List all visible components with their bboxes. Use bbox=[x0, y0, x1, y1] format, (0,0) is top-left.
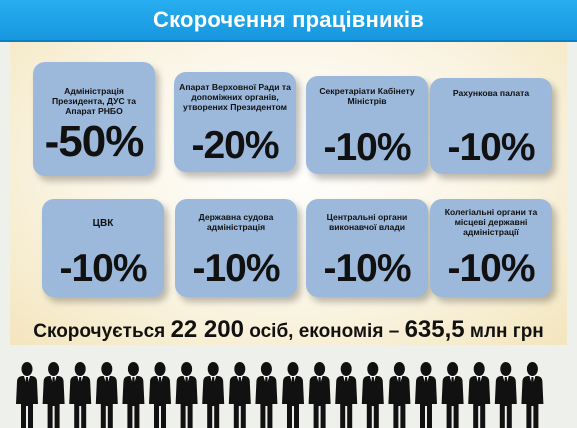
person-in-suit-icon bbox=[69, 362, 92, 428]
card-label: ЦВК bbox=[92, 218, 114, 229]
card-verkhovna-rada-apparatus: Апарат Верховної Ради та допоміжних орга… bbox=[174, 72, 296, 172]
person-in-suit-icon bbox=[42, 362, 65, 428]
card-judicial-administration: Державна судова адміністрація -10% bbox=[175, 199, 297, 297]
header-bar: Скорочення працівників bbox=[0, 0, 577, 42]
person-in-suit-icon bbox=[521, 362, 544, 428]
card-presidential-administration: Адміністрація Президента, ДУС та Апарат … bbox=[33, 62, 155, 176]
person-in-suit-icon bbox=[16, 362, 38, 428]
card-value: -10% bbox=[447, 126, 535, 169]
summary-people-count: 22 200 bbox=[170, 316, 244, 343]
person-in-suit-icon bbox=[415, 362, 437, 428]
card-label: Рахункова палата bbox=[452, 88, 530, 98]
person-in-suit-icon bbox=[175, 362, 198, 428]
card-value: -50% bbox=[44, 117, 145, 166]
person-in-suit-icon bbox=[149, 362, 171, 428]
person-in-suit-icon bbox=[494, 362, 517, 428]
person-in-suit-icon bbox=[255, 362, 278, 428]
summary-middle: осіб, економія – bbox=[243, 321, 405, 342]
card-accounting-chamber: Рахункова палата -10% bbox=[430, 78, 552, 174]
summary-prefix: Скорочується bbox=[33, 321, 171, 342]
summary-suffix: млн грн bbox=[464, 321, 544, 342]
person-in-suit-icon bbox=[388, 362, 411, 428]
card-cec: ЦВК -10% bbox=[42, 199, 164, 297]
person-in-suit-icon bbox=[122, 362, 145, 428]
card-label: Центральні органи виконавчої влади bbox=[326, 212, 408, 232]
card-value: -10% bbox=[59, 247, 147, 290]
person-in-suit-icon bbox=[361, 362, 384, 428]
staff-figures-row bbox=[16, 362, 544, 428]
card-value: -10% bbox=[323, 247, 411, 290]
card-label: Державна судова адміністрація bbox=[198, 212, 274, 232]
card-value: -10% bbox=[323, 126, 411, 169]
person-in-suit-icon bbox=[282, 362, 304, 428]
card-value: -20% bbox=[191, 124, 279, 167]
card-label: Секретаріати Кабінету Міністрів bbox=[319, 86, 415, 106]
card-label: Колегіальні органи та місцеві державні а… bbox=[444, 207, 538, 237]
page-title: Скорочення працівників bbox=[153, 7, 424, 32]
person-in-suit-icon bbox=[95, 362, 118, 428]
person-in-suit-icon bbox=[202, 362, 225, 428]
card-collegial-and-local-bodies: Колегіальні органи та місцеві державні а… bbox=[430, 199, 552, 297]
card-label: Адміністрація Президента, ДУС та Апарат … bbox=[51, 86, 137, 116]
summary-savings: 635,5 bbox=[404, 316, 465, 343]
card-value: -10% bbox=[192, 247, 280, 290]
person-in-suit-icon bbox=[441, 362, 464, 428]
card-label: Апарат Верховної Ради та допоміжних орга… bbox=[179, 82, 291, 112]
person-in-suit-icon bbox=[468, 362, 491, 428]
card-value: -10% bbox=[447, 247, 535, 290]
summary-line: Скорочується 22 200 осіб, економія – 635… bbox=[0, 316, 577, 344]
person-in-suit-icon bbox=[228, 362, 251, 428]
person-in-suit-icon bbox=[308, 362, 331, 428]
card-cabinet-secretariat: Секретаріати Кабінету Міністрів -10% bbox=[306, 76, 428, 174]
person-in-suit-icon bbox=[335, 362, 358, 428]
card-central-executive-bodies: Центральні органи виконавчої влади -10% bbox=[306, 199, 428, 297]
